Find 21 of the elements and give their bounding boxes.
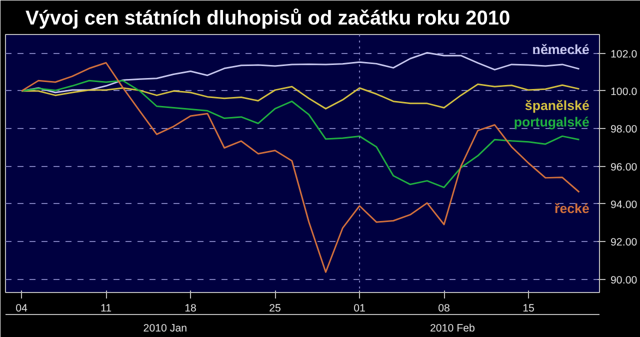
x-tick-label: 08 (438, 302, 450, 314)
x-tick-label: 15 (522, 302, 535, 314)
chart-title: Vývoj cen státních dluhopisů od začátku roku 2010 (26, 8, 510, 30)
x-tick-label: 04 (16, 302, 28, 314)
y-tick-label: 90.00 (610, 274, 638, 286)
x-tick-label: 01 (354, 302, 366, 314)
series-label: portugalské (514, 114, 590, 130)
x-tick-label: 25 (269, 302, 282, 314)
text: 2010 Feb (430, 322, 476, 334)
x-tick-label: 11 (100, 302, 112, 314)
y-tick-label: 100.0 (610, 86, 638, 98)
y-tick-label: 94.00 (610, 198, 638, 211)
series-label: španělské (524, 98, 590, 113)
series-label: německé (532, 42, 590, 57)
text: 2010 Jan (143, 322, 188, 334)
y-tick-label: 96.00 (610, 161, 638, 174)
y-tick-label: 92.00 (610, 236, 638, 249)
series-label: řecké (554, 201, 590, 216)
y-tick-label: 102.0 (610, 48, 638, 60)
x-tick-label: 18 (184, 302, 197, 314)
y-tick-label: 98.00 (610, 124, 638, 136)
